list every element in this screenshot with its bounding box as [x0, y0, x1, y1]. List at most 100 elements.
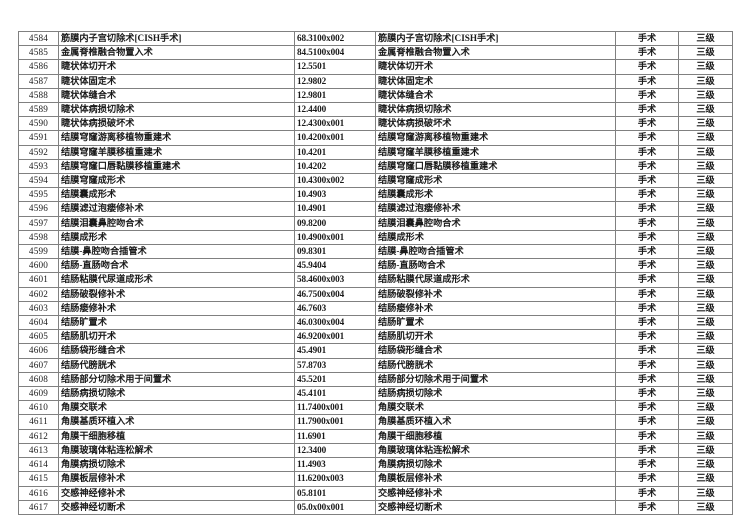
cell-procedure-code: 12.4400 — [294, 102, 376, 118]
cell-procedure-category: 手术 — [615, 102, 679, 118]
cell-procedure-name: 角膜板层修补术 — [58, 471, 295, 487]
table-row: 4615 角膜板层修补术 11.6200x003 角膜板层修补术 手术 三级 — [18, 471, 733, 487]
cell-row-number: 4588 — [18, 87, 59, 104]
cell-procedure-name-duplicate: 结膜穹窿口唇黏膜移植重建术 — [375, 158, 616, 175]
cell-row-number: 4614 — [18, 457, 59, 473]
cell-procedure-category: 手术 — [615, 130, 679, 146]
table-row: 4616 交感神经修补术 05.8101 交感神经修补术 手术 三级 — [18, 485, 733, 501]
cell-procedure-level: 三级 — [678, 87, 733, 104]
cell-procedure-level: 三级 — [678, 499, 733, 515]
table-row: 4607 结肠代膀胱术 57.8703 结肠代膀胱术 手术 三级 — [18, 357, 733, 373]
cell-procedure-name-duplicate: 角膜基质环植入术 — [375, 414, 616, 430]
table-row: 4604 结肠旷置术 46.0300x004 结肠旷置术 手术 三级 — [18, 315, 733, 331]
cell-procedure-level: 三级 — [678, 428, 733, 444]
cell-procedure-category: 手术 — [615, 215, 679, 231]
cell-row-number: 4609 — [18, 386, 59, 402]
cell-procedure-category: 手术 — [615, 442, 679, 459]
cell-row-number: 4603 — [18, 300, 59, 317]
cell-row-number: 4612 — [18, 428, 59, 444]
cell-procedure-code: 45.4101 — [294, 386, 376, 402]
cell-row-number: 4590 — [18, 116, 59, 132]
cell-procedure-name: 结肠粘膜代尿道成形术 — [58, 272, 295, 288]
cell-procedure-level: 三级 — [678, 329, 733, 345]
cell-procedure-code: 11.7400x001 — [294, 400, 376, 416]
cell-procedure-name-duplicate: 结肠-直肠吻合术 — [375, 258, 616, 274]
table-row: 4614 角膜病损切除术 11.4903 角膜病损切除术 手术 三级 — [18, 457, 733, 473]
cell-procedure-name-duplicate: 结肠袋形缝合术 — [375, 343, 616, 359]
cell-row-number: 4584 — [18, 30, 59, 47]
cell-procedure-code: 12.3400 — [294, 442, 376, 459]
cell-procedure-code: 12.9802 — [294, 73, 376, 89]
cell-procedure-name-duplicate: 睫状体缝合术 — [375, 87, 616, 104]
table-row: 4588 睫状体缝合术 12.9801 睫状体缝合术 手术 三级 — [18, 87, 733, 104]
cell-procedure-name-duplicate: 角膜干细胞移植 — [375, 428, 616, 444]
cell-procedure-name-duplicate: 结膜穹窿羊膜移植重建术 — [375, 144, 616, 160]
cell-procedure-category: 手术 — [615, 116, 679, 132]
cell-procedure-level: 三级 — [678, 386, 733, 402]
cell-procedure-name: 结膜穹窿游离移植物重建术 — [58, 130, 295, 146]
cell-procedure-name: 睫状体切开术 — [58, 59, 295, 75]
cell-procedure-category: 手术 — [615, 258, 679, 274]
cell-procedure-name-duplicate: 角膜板层修补术 — [375, 471, 616, 487]
cell-row-number: 4597 — [18, 215, 59, 231]
cell-procedure-code: 46.7603 — [294, 300, 376, 317]
cell-procedure-level: 三级 — [678, 300, 733, 317]
cell-procedure-name: 结膜囊成形术 — [58, 187, 295, 203]
cell-procedure-category: 手术 — [615, 87, 679, 104]
cell-procedure-code: 10.4901 — [294, 201, 376, 217]
cell-procedure-name-duplicate: 结膜穹窿游离移植物重建术 — [375, 130, 616, 146]
cell-procedure-level: 三级 — [678, 30, 733, 47]
cell-procedure-level: 三级 — [678, 371, 733, 388]
table-row: 4597 结膜泪囊鼻腔吻合术 09.8200 结膜泪囊鼻腔吻合术 手术 三级 — [18, 215, 733, 231]
table-row: 4601 结肠粘膜代尿道成形术 58.4600x003 结肠粘膜代尿道成形术 手术 三级 — [18, 272, 733, 288]
cell-row-number: 4600 — [18, 258, 59, 274]
cell-procedure-name: 结肠旷置术 — [58, 315, 295, 331]
cell-procedure-name-duplicate: 结肠病损切除术 — [375, 386, 616, 402]
table-row: 4587 睫状体固定术 12.9802 睫状体固定术 手术 三级 — [18, 73, 733, 89]
cell-procedure-name: 结肠瘘修补术 — [58, 300, 295, 317]
table-row: 4603 结肠瘘修补术 46.7603 结肠瘘修补术 手术 三级 — [18, 300, 733, 317]
cell-row-number: 4613 — [18, 442, 59, 459]
cell-procedure-category: 手术 — [615, 343, 679, 359]
cell-procedure-category: 手术 — [615, 286, 679, 302]
table-row: 4610 角膜交联术 11.7400x001 角膜交联术 手术 三级 — [18, 400, 733, 416]
cell-row-number: 4586 — [18, 59, 59, 75]
cell-procedure-code: 12.5501 — [294, 59, 376, 75]
cell-procedure-name: 金属脊椎融合物置入术 — [58, 45, 295, 61]
cell-row-number: 4611 — [18, 414, 59, 430]
cell-row-number: 4605 — [18, 329, 59, 345]
cell-procedure-category: 手术 — [615, 272, 679, 288]
cell-procedure-code: 11.6200x003 — [294, 471, 376, 487]
cell-procedure-category: 手术 — [615, 329, 679, 345]
table-row: 4612 角膜干细胞移植 11.6901 角膜干细胞移植 手术 三级 — [18, 428, 733, 444]
cell-procedure-level: 三级 — [678, 144, 733, 160]
cell-procedure-name-duplicate: 角膜交联术 — [375, 400, 616, 416]
cell-procedure-code: 68.3100x002 — [294, 30, 376, 47]
cell-row-number: 4591 — [18, 130, 59, 146]
procedure-table: 4584 筋膜内子宫切除术[CISH手术] 68.3100x002 筋膜内子宫切除术[… — [18, 30, 733, 515]
cell-procedure-category: 手术 — [615, 59, 679, 75]
cell-procedure-name-duplicate: 交感神经切断术 — [375, 499, 616, 515]
table-row: 4595 结膜囊成形术 10.4903 结膜囊成形术 手术 三级 — [18, 187, 733, 203]
cell-procedure-level: 三级 — [678, 130, 733, 146]
cell-procedure-name: 结肠代膀胱术 — [58, 357, 295, 373]
cell-procedure-level: 三级 — [678, 173, 733, 189]
cell-procedure-code: 09.8301 — [294, 244, 376, 260]
cell-row-number: 4602 — [18, 286, 59, 302]
cell-procedure-name: 结膜穹窿口唇黏膜移植重建术 — [58, 158, 295, 175]
cell-procedure-name: 结膜-鼻腔吻合插管术 — [58, 244, 295, 260]
cell-procedure-level: 三级 — [678, 187, 733, 203]
cell-procedure-name-duplicate: 金属脊椎融合物置入术 — [375, 45, 616, 61]
cell-row-number: 4599 — [18, 244, 59, 260]
cell-procedure-name-duplicate: 结膜-鼻腔吻合插管术 — [375, 244, 616, 260]
table-row: 4591 结膜穹窿游离移植物重建术 10.4200x001 结膜穹窿游离移植物重建术手… — [18, 130, 733, 146]
cell-procedure-name: 睫状体病损破坏术 — [58, 116, 295, 132]
cell-procedure-level: 三级 — [678, 45, 733, 61]
table-row: 4600 结肠-直肠吻合术 45.9404 结肠-直肠吻合术 手术 三级 — [18, 258, 733, 274]
cell-procedure-code: 10.4900x001 — [294, 229, 376, 246]
cell-procedure-level: 三级 — [678, 201, 733, 217]
cell-procedure-code: 84.5100x004 — [294, 45, 376, 61]
cell-procedure-level: 三级 — [678, 215, 733, 231]
cell-row-number: 4617 — [18, 499, 59, 515]
cell-procedure-name: 结肠病损切除术 — [58, 386, 295, 402]
